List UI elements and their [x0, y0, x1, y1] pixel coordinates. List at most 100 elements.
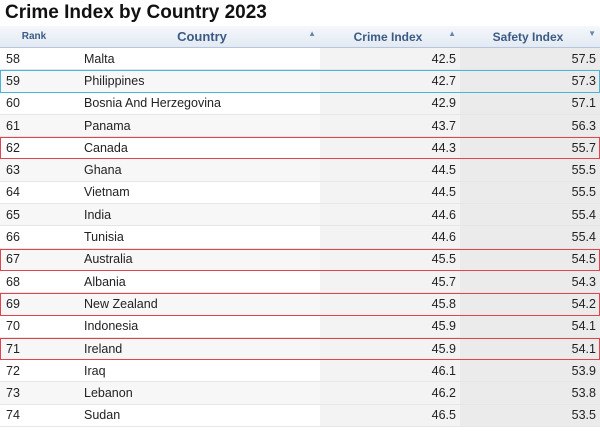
table-row[interactable]: 70 Indonesia 45.9 54.1	[0, 315, 600, 338]
rank-cell: 65	[0, 204, 62, 226]
table-row[interactable]: 64 Vietnam 44.5 55.5	[0, 181, 600, 205]
table-body: 58 Malta 42.5 57.5 59 Philippines 42.7 57.3 60 Bo…	[0, 48, 600, 428]
safety-index-cell: 54.1	[460, 337, 600, 360]
table-header: Rank Country ▲ Crime Index ▲ Safety Inde…	[0, 26, 600, 48]
safety-index-cell: 55.4	[460, 226, 600, 248]
table-row[interactable]: 61 Panama 43.7 56.3	[0, 114, 600, 138]
safety-index-cell: 55.5	[460, 159, 600, 181]
crime-index-cell: 44.6	[320, 204, 460, 226]
table-row[interactable]: 72 Iraq 46.1 53.9	[0, 360, 600, 383]
table-row[interactable]: 74 Sudan 46.5 53.5	[0, 404, 600, 428]
safety-index-cell: 53.8	[460, 382, 600, 404]
safety-index-cell: 54.2	[460, 293, 600, 315]
sort-arrow-icon: ▲	[448, 29, 456, 38]
table-row[interactable]: 60 Bosnia And Herzegovina 42.9 57.1	[0, 92, 600, 115]
country-cell: Sudan	[84, 408, 121, 423]
column-header-safety-index[interactable]: Safety Index ▼	[460, 26, 600, 47]
country-cell: Albania	[84, 274, 126, 289]
crime-index-cell: 44.5	[320, 181, 460, 204]
rank-cell: 74	[6, 408, 20, 423]
table-row[interactable]: 69 New Zealand 45.8 54.2	[0, 293, 600, 316]
table-row[interactable]: 58 Malta 42.5 57.5	[0, 48, 600, 71]
table-row[interactable]: 67 Australia 45.5 54.5	[0, 248, 600, 271]
rank-cell: 58	[6, 51, 20, 66]
country-cell: Bosnia And Herzegovina	[84, 96, 221, 111]
safety-index-cell: 53.5	[460, 404, 600, 427]
table-row[interactable]: 66 Tunisia 44.6 55.4	[0, 226, 600, 249]
country-cell: Canada	[84, 140, 128, 155]
rank-cell: 72	[6, 363, 20, 378]
country-cell: Indonesia	[84, 319, 139, 334]
column-header-crime-index-label: Crime Index	[353, 29, 423, 44]
country-cell: Iraq	[84, 363, 106, 378]
country-cell: Philippines	[62, 70, 320, 92]
country-cell: New Zealand	[62, 293, 320, 315]
crime-index-cell: 42.5	[320, 48, 460, 70]
crime-index-table: Rank Country ▲ Crime Index ▲ Safety Inde…	[0, 26, 600, 428]
column-header-safety-index-label: Safety Index	[492, 29, 564, 44]
rank-cell: 63	[0, 159, 62, 181]
country-cell: Panama	[62, 114, 320, 137]
crime-index-cell: 46.1	[320, 360, 460, 382]
crime-index-cell: 45.5	[320, 248, 460, 270]
table-row[interactable]: 71 Ireland 45.9 54.1	[0, 337, 600, 361]
crime-index-cell: 44.3	[320, 137, 460, 159]
column-header-crime-index[interactable]: Crime Index ▲	[320, 26, 460, 47]
sort-arrow-icon: ▲	[308, 29, 316, 38]
rank-cell: 68	[6, 274, 20, 289]
safety-index-cell: 55.7	[460, 137, 600, 159]
safety-index-cell: 54.5	[460, 248, 600, 270]
safety-index-cell: 54.1	[460, 315, 600, 337]
table-row[interactable]: 68 Albania 45.7 54.3	[0, 270, 600, 294]
safety-index-cell: 55.5	[460, 181, 600, 204]
rank-cell: 66	[6, 230, 20, 245]
safety-index-cell: 54.3	[460, 270, 600, 293]
country-cell: Ireland	[62, 337, 320, 360]
rank-cell: 59	[0, 70, 62, 92]
safety-index-cell: 57.5	[460, 48, 600, 70]
page-title: Crime Index by Country 2023	[5, 2, 267, 23]
safety-index-cell: 55.4	[460, 204, 600, 226]
country-cell: Vietnam	[84, 185, 130, 200]
rank-cell: 60	[6, 96, 20, 111]
safety-index-cell: 57.3	[460, 70, 600, 92]
crime-index-cell: 44.5	[320, 159, 460, 181]
country-cell: Tunisia	[84, 230, 124, 245]
crime-index-cell: 46.5	[320, 404, 460, 427]
crime-index-cell: 46.2	[320, 382, 460, 404]
table-row[interactable]: 73 Lebanon 46.2 53.8	[0, 382, 600, 405]
rank-cell: 69	[0, 293, 62, 315]
crime-index-cell: 42.7	[320, 70, 460, 92]
crime-index-cell: 45.8	[320, 293, 460, 315]
crime-index-cell: 44.6	[320, 226, 460, 248]
rank-cell: 70	[6, 319, 20, 334]
table-row[interactable]: 62 Canada 44.3 55.7	[0, 137, 600, 160]
table-row[interactable]: 63 Ghana 44.5 55.5	[0, 159, 600, 182]
crime-index-cell: 43.7	[320, 114, 460, 137]
column-header-country-label: Country	[177, 29, 227, 44]
rank-cell: 73	[0, 382, 62, 404]
safety-index-cell: 53.9	[460, 360, 600, 382]
safety-index-cell: 56.3	[460, 114, 600, 137]
country-cell: Ghana	[62, 159, 320, 181]
crime-index-cell: 45.7	[320, 270, 460, 293]
country-cell: Malta	[84, 51, 115, 66]
crime-index-cell: 42.9	[320, 92, 460, 114]
rank-cell: 64	[6, 185, 20, 200]
sort-arrow-icon: ▼	[588, 29, 596, 38]
crime-index-cell: 45.9	[320, 337, 460, 360]
crime-index-cell: 45.9	[320, 315, 460, 337]
rank-cell: 67	[0, 248, 62, 270]
rank-cell: 71	[0, 337, 62, 360]
table-row[interactable]: 59 Philippines 42.7 57.3	[0, 70, 600, 93]
column-header-country[interactable]: Country ▲	[62, 26, 320, 47]
table-row[interactable]: 65 India 44.6 55.4	[0, 204, 600, 227]
country-cell: Lebanon	[62, 382, 320, 404]
column-header-rank-label: Rank	[21, 31, 47, 42]
column-header-rank[interactable]: Rank	[0, 26, 62, 47]
safety-index-cell: 57.1	[460, 92, 600, 114]
rank-cell: 61	[0, 114, 62, 137]
country-cell: India	[62, 204, 320, 226]
rank-cell: 62	[6, 140, 20, 155]
country-cell: Australia	[62, 248, 320, 270]
